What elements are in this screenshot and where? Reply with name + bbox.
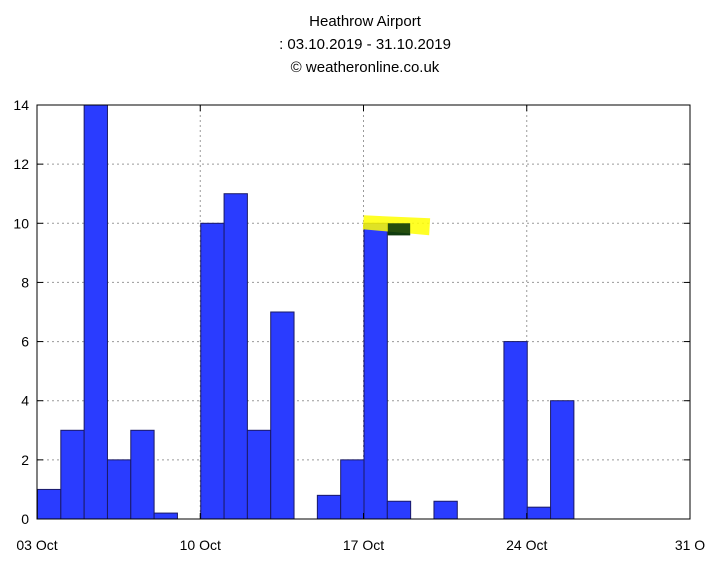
bar-05-oct: [83, 104, 108, 520]
bar-03-oct: [37, 488, 62, 520]
x-tick-label: 24 Oct: [506, 537, 547, 553]
bar-20-oct: [433, 500, 458, 520]
bar-16-oct: [340, 459, 365, 520]
bar-15-oct: [316, 494, 342, 520]
tick-marks: [36, 104, 691, 520]
bar-23-oct: [503, 341, 528, 520]
x-tick-label: 03 Oct: [16, 537, 57, 553]
bar-06-oct: [106, 459, 132, 520]
bar-24-oct: [526, 506, 552, 520]
bar-17-oct: [363, 222, 388, 520]
y-tick-label: 6: [21, 334, 29, 350]
bar-10-oct: [200, 222, 225, 520]
bar-13-oct: [270, 311, 295, 520]
bar-07-oct: [130, 429, 155, 520]
x-tick-label: 10 Oct: [180, 537, 221, 553]
bar-04-oct: [60, 429, 85, 520]
highlight-layer: [362, 215, 431, 236]
y-tick-label: 4: [21, 393, 29, 409]
bars: [37, 104, 575, 520]
x-tick-label: 17 Oct: [343, 537, 384, 553]
y-tick-label: 2: [21, 452, 29, 468]
y-tick-label: 12: [13, 156, 29, 172]
y-tick-label: 10: [13, 215, 29, 231]
chart-title: Heathrow Airport: [309, 13, 421, 30]
bar-11-oct: [223, 193, 248, 520]
bar-08-oct: [153, 512, 178, 520]
highlight-overlap: [387, 223, 411, 236]
tick-labels: 0 2 4 6 8 10 12 14 03 Oct 10 Oct 17 Oct 24 Oct 31 O: [13, 97, 705, 553]
chart-credit: © weatheronline.co.uk: [290, 59, 440, 76]
bar-25-oct: [550, 400, 575, 520]
bar-12-oct: [246, 429, 272, 520]
y-tick-label: 0: [21, 511, 29, 527]
chart-subtitle: : 03.10.2019 - 31.10.2019: [279, 36, 451, 53]
chart-title-block: Heathrow Airport : 03.10.2019 - 31.10.20…: [0, 10, 720, 79]
x-tick-label: 31 O: [675, 537, 705, 553]
y-tick-label: 8: [21, 274, 29, 290]
bar-18-oct: [386, 500, 412, 520]
y-tick-label: 14: [13, 97, 29, 113]
